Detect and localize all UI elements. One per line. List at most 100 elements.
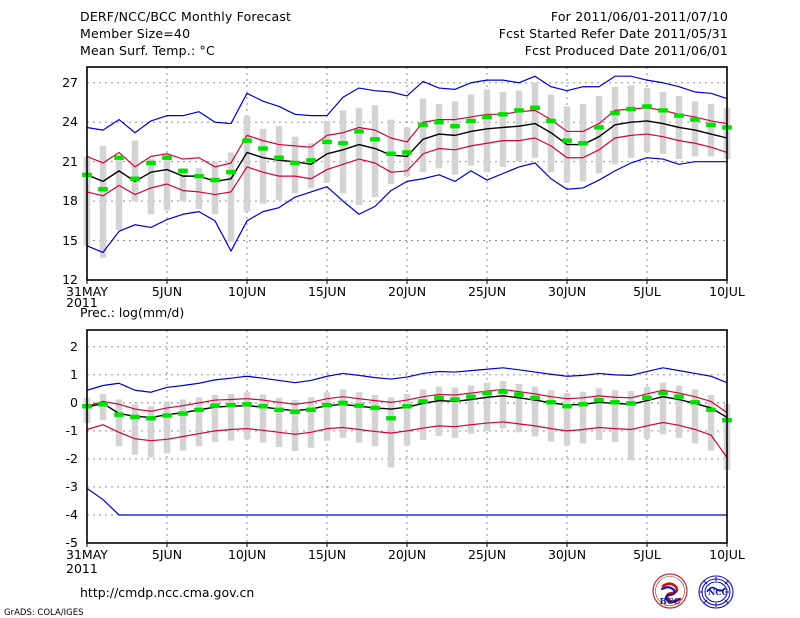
spread-bar [147, 406, 155, 458]
precipitation-ytick--5: -5 [65, 535, 78, 550]
median-marker [402, 404, 412, 409]
median-marker [274, 155, 284, 160]
median-marker [674, 113, 684, 118]
precip-year-label: 2011 [66, 561, 98, 576]
median-marker [642, 104, 652, 109]
spread-bar [499, 91, 507, 167]
median-marker [546, 400, 556, 405]
spread-bar [99, 393, 107, 421]
median-marker [610, 400, 620, 405]
precipitation-xtick-7: 5JUL [633, 547, 661, 562]
spread-bar [595, 388, 603, 440]
spread-bar [611, 390, 619, 443]
median-marker [258, 146, 268, 151]
spread-bar [563, 393, 571, 446]
median-marker [498, 389, 508, 394]
median-marker [450, 123, 460, 129]
spread-bar [643, 386, 651, 439]
series-min [86, 487, 727, 516]
median-marker [402, 150, 412, 155]
spread-bar [99, 145, 107, 258]
temperature-ytick-12: 12 [62, 272, 78, 287]
spread-bar [115, 157, 123, 231]
median-marker [338, 141, 348, 146]
median-marker [690, 400, 700, 405]
member-size-label: Member Size=40 [80, 26, 191, 41]
temperature-panel [82, 66, 732, 284]
median-marker [130, 176, 140, 181]
temperature-ytick-24: 24 [62, 114, 78, 130]
median-marker [642, 395, 652, 401]
median-marker [514, 108, 524, 113]
spread-bar [291, 400, 299, 452]
median-marker [322, 139, 332, 145]
spread-bar [387, 397, 395, 468]
spread-bar [627, 391, 635, 461]
precipitation-xtick-0: 31MAY [66, 547, 108, 562]
precipitation-ytick--1: -1 [65, 422, 78, 438]
spread-bar [307, 397, 315, 448]
median-marker [306, 407, 316, 413]
median-marker [434, 395, 444, 401]
series-min [86, 157, 727, 253]
spread-bar [435, 386, 443, 436]
spread-bar [483, 382, 491, 431]
spread-bar [147, 159, 155, 215]
median-marker [322, 402, 332, 408]
spread-bar [259, 394, 267, 443]
median-marker [226, 402, 236, 408]
precipitation-xtick-2: 10JUN [227, 547, 267, 562]
svg-text:BCC: BCC [660, 597, 681, 607]
temperature-ytick-15: 15 [62, 232, 78, 248]
spread-bar [211, 395, 219, 443]
median-marker [482, 114, 492, 120]
spread-bar [451, 387, 459, 438]
temperature-xtick-0: 31MAY [66, 284, 108, 299]
median-marker [594, 125, 604, 130]
median-marker [690, 117, 700, 122]
precipitation-ytick--2: -2 [65, 450, 78, 466]
spread-bar [531, 82, 539, 158]
median-marker [370, 405, 380, 411]
precip-panel-title: Prec.: log(mm/d) [80, 305, 185, 320]
median-marker [706, 122, 716, 128]
spread-bar [323, 120, 331, 183]
median-marker [226, 169, 236, 175]
median-marker [706, 407, 716, 413]
spread-bar [131, 404, 139, 455]
median-marker [626, 106, 636, 112]
median-marker [242, 402, 252, 407]
temperature-xtick-4: 20JUN [387, 284, 427, 299]
spread-bar [227, 152, 235, 242]
median-marker [562, 404, 572, 409]
spread-bar [467, 385, 475, 434]
forecast-period-label: For 2011/06/01-2011/07/10 [550, 9, 728, 24]
series-lower_quartile [86, 133, 728, 197]
spread-bar [355, 392, 363, 443]
spread-bar [339, 110, 347, 194]
median-marker [514, 392, 524, 397]
median-marker [194, 407, 204, 413]
median-marker [418, 122, 428, 128]
precipitation-xtick-4: 20JUN [387, 547, 427, 562]
median-marker [354, 129, 364, 134]
temp-year-label: 2011 [66, 295, 98, 310]
spread-bar [451, 101, 459, 175]
spread-bar [707, 103, 715, 157]
temperature-xtick-7: 5JUL [633, 284, 661, 299]
median-marker [450, 397, 460, 402]
median-marker [658, 390, 668, 396]
website-url[interactable]: http://cmdp.ncc.cma.gov.cn [80, 585, 255, 600]
median-marker [626, 401, 636, 406]
spread-bar [243, 115, 251, 212]
spread-bar [691, 101, 699, 157]
series-max [86, 367, 728, 393]
spread-bar [467, 94, 475, 166]
spread-bar [595, 95, 603, 174]
temperature-ytick-18: 18 [62, 193, 78, 209]
forecast-charts [82, 66, 732, 547]
median-marker [114, 412, 124, 417]
median-marker [274, 407, 284, 413]
median-marker [498, 112, 508, 117]
median-marker [338, 400, 348, 406]
